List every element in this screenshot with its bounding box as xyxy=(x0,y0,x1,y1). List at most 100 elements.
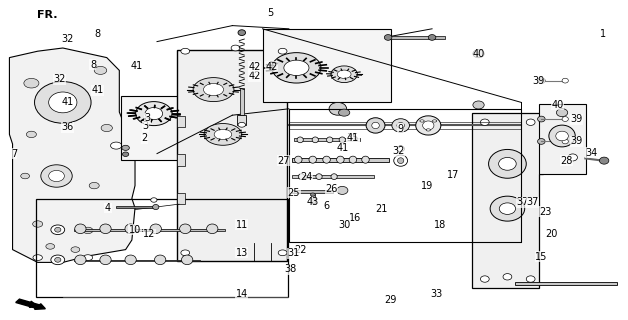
Ellipse shape xyxy=(309,156,317,163)
Ellipse shape xyxy=(337,70,351,78)
Ellipse shape xyxy=(272,53,321,83)
Text: 41: 41 xyxy=(131,60,143,71)
Ellipse shape xyxy=(480,119,489,125)
Bar xyxy=(539,104,586,174)
Ellipse shape xyxy=(337,186,348,194)
Text: 41: 41 xyxy=(347,133,359,143)
Text: 2: 2 xyxy=(141,133,148,143)
Ellipse shape xyxy=(41,165,72,187)
Ellipse shape xyxy=(490,196,525,221)
Ellipse shape xyxy=(349,156,357,163)
Ellipse shape xyxy=(331,174,337,180)
Text: 34: 34 xyxy=(585,148,598,158)
Ellipse shape xyxy=(549,125,575,147)
Ellipse shape xyxy=(150,224,161,234)
Ellipse shape xyxy=(295,156,302,163)
Ellipse shape xyxy=(24,78,39,88)
Text: 27: 27 xyxy=(278,156,290,166)
Ellipse shape xyxy=(298,174,305,180)
Ellipse shape xyxy=(327,137,333,143)
Text: 11: 11 xyxy=(236,220,248,230)
Ellipse shape xyxy=(48,171,64,182)
Text: 9: 9 xyxy=(398,124,404,134)
Ellipse shape xyxy=(111,142,122,149)
Ellipse shape xyxy=(384,35,392,40)
Ellipse shape xyxy=(599,157,609,164)
Ellipse shape xyxy=(316,174,322,180)
Text: 37: 37 xyxy=(526,197,539,207)
Ellipse shape xyxy=(51,225,65,235)
Ellipse shape xyxy=(397,123,404,128)
Ellipse shape xyxy=(526,276,535,282)
Ellipse shape xyxy=(71,247,80,252)
Ellipse shape xyxy=(366,118,385,133)
Ellipse shape xyxy=(297,137,303,143)
Text: FR.: FR. xyxy=(37,10,57,20)
Ellipse shape xyxy=(101,124,112,132)
Ellipse shape xyxy=(35,82,91,123)
Bar xyxy=(74,229,225,231)
Ellipse shape xyxy=(154,255,166,265)
Ellipse shape xyxy=(499,203,516,214)
Ellipse shape xyxy=(329,102,347,115)
Ellipse shape xyxy=(339,137,345,143)
Ellipse shape xyxy=(181,250,190,256)
Ellipse shape xyxy=(207,224,218,234)
Text: 24: 24 xyxy=(300,172,313,182)
Ellipse shape xyxy=(214,129,232,140)
Text: 13: 13 xyxy=(236,248,248,258)
Text: 25: 25 xyxy=(288,188,300,198)
Text: 39: 39 xyxy=(570,136,583,147)
Bar xyxy=(36,199,288,297)
Bar xyxy=(388,36,445,39)
Ellipse shape xyxy=(526,119,535,125)
Ellipse shape xyxy=(125,224,136,234)
Ellipse shape xyxy=(562,117,568,122)
Ellipse shape xyxy=(193,78,234,102)
Ellipse shape xyxy=(473,50,484,58)
Ellipse shape xyxy=(489,149,526,178)
Bar xyxy=(289,109,521,242)
Ellipse shape xyxy=(312,137,318,143)
Text: 40: 40 xyxy=(551,100,564,110)
Text: 29: 29 xyxy=(384,295,397,305)
Text: 21: 21 xyxy=(376,204,388,214)
Ellipse shape xyxy=(94,67,107,75)
Ellipse shape xyxy=(83,227,93,234)
Ellipse shape xyxy=(556,109,568,117)
Ellipse shape xyxy=(323,156,330,163)
Text: 31: 31 xyxy=(288,248,300,259)
Ellipse shape xyxy=(83,255,92,260)
Ellipse shape xyxy=(473,101,484,109)
Ellipse shape xyxy=(503,274,512,280)
Ellipse shape xyxy=(568,154,577,161)
Text: 18: 18 xyxy=(433,220,446,230)
Ellipse shape xyxy=(284,60,309,76)
Ellipse shape xyxy=(203,84,224,96)
Ellipse shape xyxy=(337,156,344,163)
Text: 37: 37 xyxy=(516,197,529,207)
Text: 8: 8 xyxy=(94,28,100,39)
Text: 35: 35 xyxy=(347,133,359,143)
Text: 1: 1 xyxy=(600,28,606,39)
Text: 32: 32 xyxy=(392,146,405,156)
Ellipse shape xyxy=(181,255,193,265)
Ellipse shape xyxy=(26,131,36,138)
Text: 32: 32 xyxy=(62,34,74,44)
Text: 15: 15 xyxy=(535,252,548,262)
Bar xyxy=(121,96,180,160)
FancyArrow shape xyxy=(16,299,45,309)
Ellipse shape xyxy=(100,255,111,265)
Ellipse shape xyxy=(238,30,246,36)
Ellipse shape xyxy=(398,158,404,164)
Ellipse shape xyxy=(426,129,430,131)
Ellipse shape xyxy=(420,120,425,122)
Text: 41: 41 xyxy=(62,97,74,107)
Ellipse shape xyxy=(278,48,287,54)
Text: 16: 16 xyxy=(349,213,361,223)
Bar xyxy=(177,193,185,204)
Ellipse shape xyxy=(122,145,129,150)
Ellipse shape xyxy=(75,224,86,234)
Text: 36: 36 xyxy=(62,122,74,132)
Text: 33: 33 xyxy=(430,289,443,299)
